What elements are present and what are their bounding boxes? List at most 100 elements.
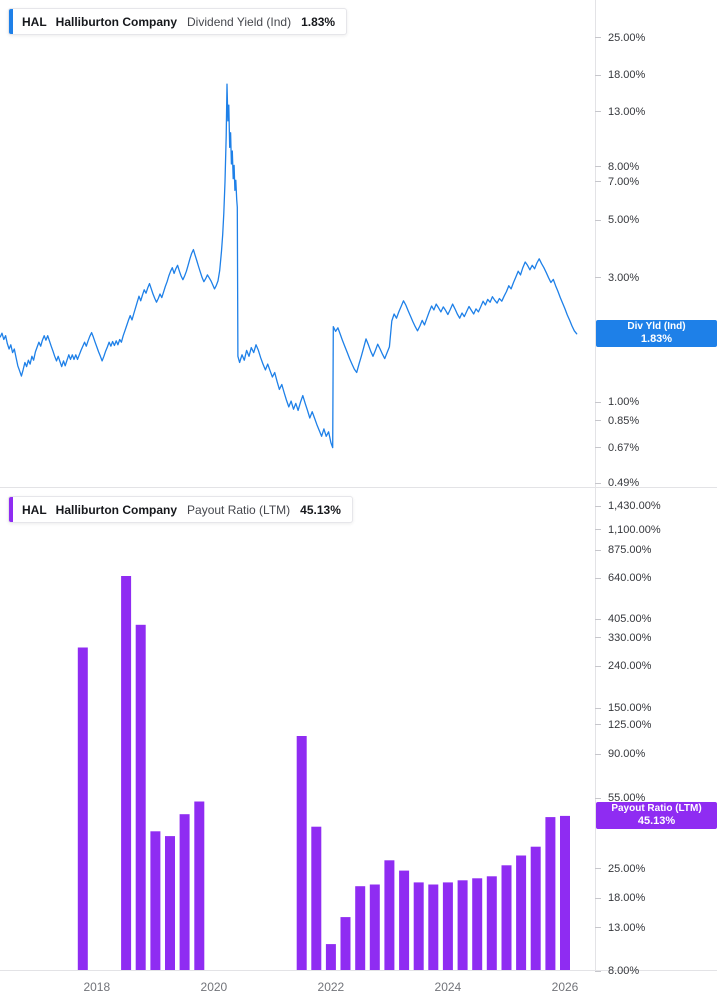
x-axis-year-label: 2024	[434, 980, 462, 994]
payout-ratio-bar[interactable]	[545, 817, 556, 970]
series-color-bar	[9, 497, 13, 522]
x-axis-year-label: 2020	[200, 980, 228, 994]
payout-ratio-bar[interactable]	[340, 917, 351, 970]
right-price-axis[interactable]: 25.00% 18.00% 13.00% 8.00% 7.00% 5.00% 3.00% 1.…	[595, 0, 717, 1005]
y-axis-tick: 18.00%	[595, 67, 645, 83]
tick-mark	[595, 724, 601, 725]
legend-metric-name: Payout Ratio (LTM)	[187, 502, 291, 517]
y-axis-tick: 150.00%	[595, 700, 651, 716]
dividend-yield-line[interactable]	[0, 83, 578, 449]
payout-ratio-bar[interactable]	[399, 870, 410, 970]
y-axis-tick: 0.67%	[595, 440, 639, 456]
tick-mark	[595, 166, 601, 168]
y-axis-tick: 25.00%	[595, 861, 645, 877]
y-axis-tick-label: 1,430.00%	[608, 500, 661, 512]
payout-ratio-bar[interactable]	[501, 865, 512, 970]
payout-ratio-bar[interactable]	[311, 826, 322, 970]
y-axis-tick: 1.00%	[595, 394, 639, 410]
axis-badge-value: 45.13%	[637, 815, 676, 828]
tick-mark	[595, 868, 601, 870]
payout-ratio-bar[interactable]	[355, 886, 366, 970]
tick-mark	[595, 618, 601, 620]
payout-ratio-legend[interactable]: HAL Halliburton Company Payout Ratio (LT…	[8, 496, 353, 523]
y-axis-tick: 5.00%	[595, 212, 639, 228]
dividend-yield-legend[interactable]: HAL Halliburton Company Dividend Yield (…	[8, 8, 348, 35]
payout-ratio-bar[interactable]	[121, 576, 132, 970]
y-axis-tick: 25.00%	[595, 30, 645, 46]
tick-mark	[595, 927, 601, 928]
payout-ratio-bar[interactable]	[472, 878, 483, 970]
payout-ratio-bar[interactable]	[77, 647, 88, 971]
payout-ratio-bar[interactable]	[384, 860, 395, 970]
tick-mark	[595, 797, 601, 799]
y-axis-tick: 13.00%	[595, 920, 645, 936]
payout-ratio-bar[interactable]	[530, 846, 541, 970]
tick-mark	[595, 219, 601, 221]
payout-ratio-bar[interactable]	[150, 831, 161, 970]
tick-mark	[595, 37, 601, 39]
y-axis-tick-label: 13.00%	[608, 921, 646, 934]
y-axis-tick: 125.00%	[595, 717, 651, 733]
payout-ratio-bar[interactable]	[325, 944, 336, 970]
y-axis-tick: 405.00%	[595, 611, 651, 627]
tick-mark	[595, 665, 601, 667]
y-axis-tick: 3.00%	[595, 270, 639, 286]
y-axis-tick-label: 25.00%	[608, 31, 646, 44]
y-axis-tick: 875.00%	[595, 542, 651, 558]
payout-ratio-bar[interactable]	[194, 801, 205, 971]
y-axis-tick-label: 1,100.00%	[608, 523, 661, 536]
payout-ratio-bar[interactable]	[296, 736, 307, 970]
tick-mark	[595, 577, 601, 579]
y-axis-tick: 18.00%	[595, 890, 645, 906]
payout-ratio-axis-badge: Payout Ratio (LTM) 45.13%	[596, 802, 717, 830]
x-axis-year-label: 2022	[317, 980, 345, 994]
axis-badge-value: 1.83%	[640, 333, 673, 346]
y-axis-tick: 1,430.00%	[595, 498, 661, 514]
time-axis[interactable]: 2018 2020 2022 2024 2026	[0, 976, 717, 1002]
y-axis-tick: 240.00%	[595, 658, 651, 674]
y-axis-tick: 0.85%	[595, 413, 639, 429]
payout-ratio-bar[interactable]	[486, 876, 497, 970]
y-axis-tick-label: 0.49%	[608, 477, 640, 489]
y-axis-tick-label: 330.00%	[608, 631, 652, 644]
payout-ratio-bar[interactable]	[516, 855, 527, 971]
payout-ratio-bar[interactable]	[457, 880, 468, 970]
tick-mark	[595, 707, 601, 709]
y-axis-tick-label: 0.85%	[608, 414, 640, 427]
legend-company-name: Halliburton Company	[55, 502, 178, 517]
y-axis-tick: 7.00%	[595, 174, 639, 190]
legend-company-name: Halliburton Company	[55, 14, 178, 29]
tick-mark	[595, 529, 601, 530]
tick-mark	[595, 753, 601, 755]
x-axis-year-label: 2018	[83, 980, 111, 994]
y-axis-tick-label: 125.00%	[608, 718, 652, 731]
y-axis-tick-label: 0.67%	[608, 441, 640, 454]
payout-ratio-bar[interactable]	[442, 882, 453, 970]
payout-ratio-bar[interactable]	[179, 814, 190, 970]
tick-mark	[595, 549, 601, 551]
payout-ratio-bar[interactable]	[135, 624, 146, 970]
legend-metric-name: Dividend Yield (Ind)	[187, 14, 292, 29]
dividend-yield-axis-badge: Div Yld (Ind) 1.83%	[596, 320, 717, 348]
payout-ratio-bar[interactable]	[413, 882, 424, 970]
tick-mark	[595, 482, 601, 484]
tick-mark	[595, 970, 601, 972]
tick-mark	[595, 74, 601, 76]
y-axis-tick-label: 90.00%	[608, 748, 646, 760]
legend-value: 45.13%	[300, 502, 341, 517]
y-axis-tick: 8.00%	[595, 159, 639, 175]
y-axis-tick-label: 3.00%	[608, 271, 640, 284]
payout-ratio-bar[interactable]	[428, 884, 439, 971]
payout-ratio-bar[interactable]	[165, 836, 175, 970]
payout-ratio-bar[interactable]	[560, 815, 570, 970]
axis-badge-label: Div Yld (Ind)	[627, 321, 686, 333]
y-axis-tick-label: 5.00%	[608, 214, 640, 226]
y-axis-tick-label: 25.00%	[608, 862, 646, 875]
y-axis-tick-label: 640.00%	[608, 572, 652, 585]
tick-mark	[595, 637, 601, 638]
tick-mark	[595, 505, 601, 507]
payout-ratio-bar[interactable]	[369, 884, 380, 971]
tick-mark	[595, 181, 601, 183]
